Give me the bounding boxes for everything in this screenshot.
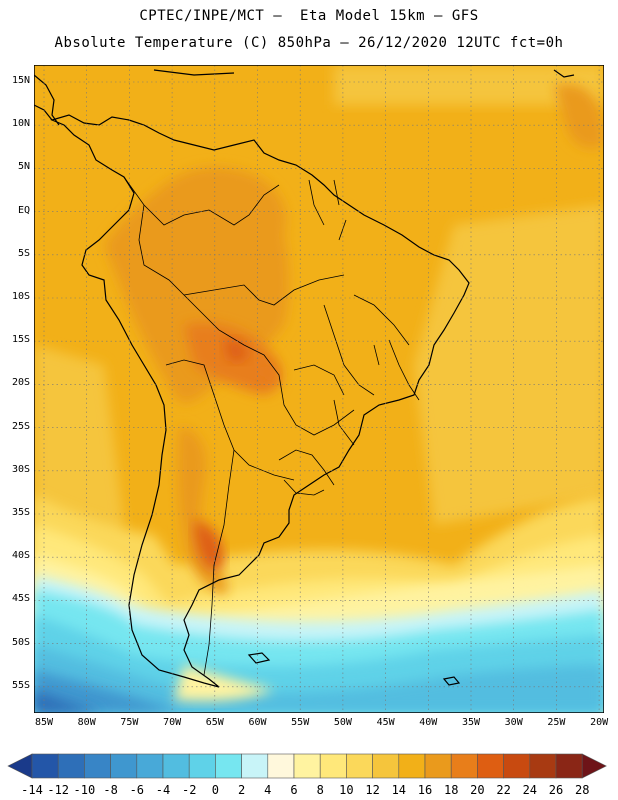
colorbar-tick-label: 18 bbox=[444, 783, 458, 797]
colorbar-swatch bbox=[555, 753, 583, 779]
country-borders bbox=[123, 176, 420, 676]
colorbar-swatch bbox=[477, 753, 504, 779]
colorbar-swatch bbox=[215, 753, 242, 779]
colorbar-swatch bbox=[529, 753, 557, 779]
lat-lon-grid bbox=[34, 65, 604, 713]
lat-label: 25S bbox=[11, 420, 30, 432]
colorbar-tick-label: 22 bbox=[496, 783, 510, 797]
lon-label: 40W bbox=[419, 717, 438, 728]
lon-label: 85W bbox=[34, 717, 54, 728]
colorbar-swatch bbox=[110, 753, 138, 779]
lat-label: 45S bbox=[11, 593, 30, 605]
colorbar-tick-label: 20 bbox=[470, 783, 484, 797]
colorbar-swatch bbox=[319, 753, 347, 779]
colorbar-swatch bbox=[57, 753, 85, 779]
temperature-map bbox=[34, 65, 604, 713]
colorbar-tick-label: -14 bbox=[21, 783, 43, 797]
colorbar-swatch bbox=[31, 753, 59, 779]
lat-label: 35S bbox=[11, 507, 30, 518]
map-title-line-2: Absolute Temperature (C) 850hPa – 26/12/… bbox=[54, 35, 564, 51]
lon-label: 65W bbox=[205, 717, 224, 728]
lon-label: 50W bbox=[333, 717, 352, 728]
lon-label: 70W bbox=[163, 717, 182, 728]
lon-label: 25W bbox=[547, 717, 566, 728]
lat-label: 5N bbox=[17, 161, 30, 173]
colorbar-swatch bbox=[346, 753, 373, 779]
colorbar-tick-label: 0 bbox=[212, 783, 219, 797]
colorbar-tick-label: 8 bbox=[317, 783, 324, 797]
colorbar-max-arrow bbox=[581, 753, 607, 779]
lon-label: 30W bbox=[504, 717, 523, 728]
lon-label: 60W bbox=[248, 717, 267, 728]
colorbar-swatch bbox=[424, 753, 452, 779]
lat-label: 15S bbox=[11, 334, 30, 346]
colorbar-tick-label: -2 bbox=[182, 783, 196, 797]
colorbar-swatch bbox=[84, 753, 111, 779]
lon-label: 45W bbox=[376, 717, 395, 728]
colorbar-swatch bbox=[241, 753, 269, 779]
lat-label: 30S bbox=[11, 463, 30, 475]
lat-label: 5S bbox=[17, 247, 30, 259]
lat-label: 20S bbox=[11, 377, 30, 389]
colorbar-swatch bbox=[267, 753, 295, 779]
colorbar-tick-label: -6 bbox=[130, 783, 144, 797]
temperature-field bbox=[34, 65, 604, 713]
colorbar-tick-label: -12 bbox=[47, 783, 69, 797]
colorbar-tick-label: 6 bbox=[290, 783, 297, 797]
colorbar-swatch bbox=[450, 753, 478, 779]
lat-label: 15N bbox=[11, 75, 30, 86]
colorbar: -14 -12 -10 -8 -6 -4 -2 0 2 4 6 8 10 12 14 16 18 20 22 24 26… bbox=[7, 753, 607, 797]
colorbar-swatch bbox=[188, 753, 216, 779]
lon-label: 20W bbox=[590, 717, 609, 728]
colorbar-swatch bbox=[398, 753, 426, 779]
map-title-line-1: CPTEC/INPE/MCT – Eta Model 15km – GFS bbox=[139, 8, 479, 24]
colorbar-tick-label: -10 bbox=[74, 783, 96, 797]
colorbar-swatch bbox=[136, 753, 164, 779]
lon-label: 35W bbox=[461, 717, 481, 728]
colorbar-tick-label: 14 bbox=[392, 783, 406, 797]
colorbar-tick-label: 10 bbox=[339, 783, 353, 797]
lat-label: 10S bbox=[11, 291, 30, 302]
colorbar-min-arrow bbox=[7, 753, 33, 779]
colorbar-tick-label: -4 bbox=[156, 783, 170, 797]
colorbar-tick-label: 12 bbox=[365, 783, 379, 797]
colorbar-tick-label: 24 bbox=[523, 783, 537, 797]
colorbar-swatch bbox=[503, 753, 531, 779]
lon-label: 55W bbox=[291, 717, 310, 728]
lat-label: EQ bbox=[17, 204, 30, 216]
colorbar-swatch bbox=[162, 753, 190, 779]
lat-label: 55S bbox=[11, 679, 30, 691]
lat-label: 10N bbox=[11, 118, 30, 130]
colorbar-tick-label: 26 bbox=[549, 783, 563, 797]
colorbar-tick-label: -8 bbox=[103, 783, 117, 797]
lat-label: 40S bbox=[11, 550, 30, 562]
colorbar-tick-label: 16 bbox=[418, 783, 432, 797]
lon-label: 75W bbox=[120, 717, 139, 728]
colorbar-swatch bbox=[293, 753, 321, 779]
colorbar-tick-label: 4 bbox=[264, 783, 271, 797]
colorbar-tick-label: 2 bbox=[238, 783, 245, 797]
lat-label: 50S bbox=[11, 636, 30, 648]
colorbar-tick-label: 28 bbox=[575, 783, 589, 797]
colorbar-swatch bbox=[372, 753, 400, 779]
lon-label: 80W bbox=[77, 717, 96, 728]
